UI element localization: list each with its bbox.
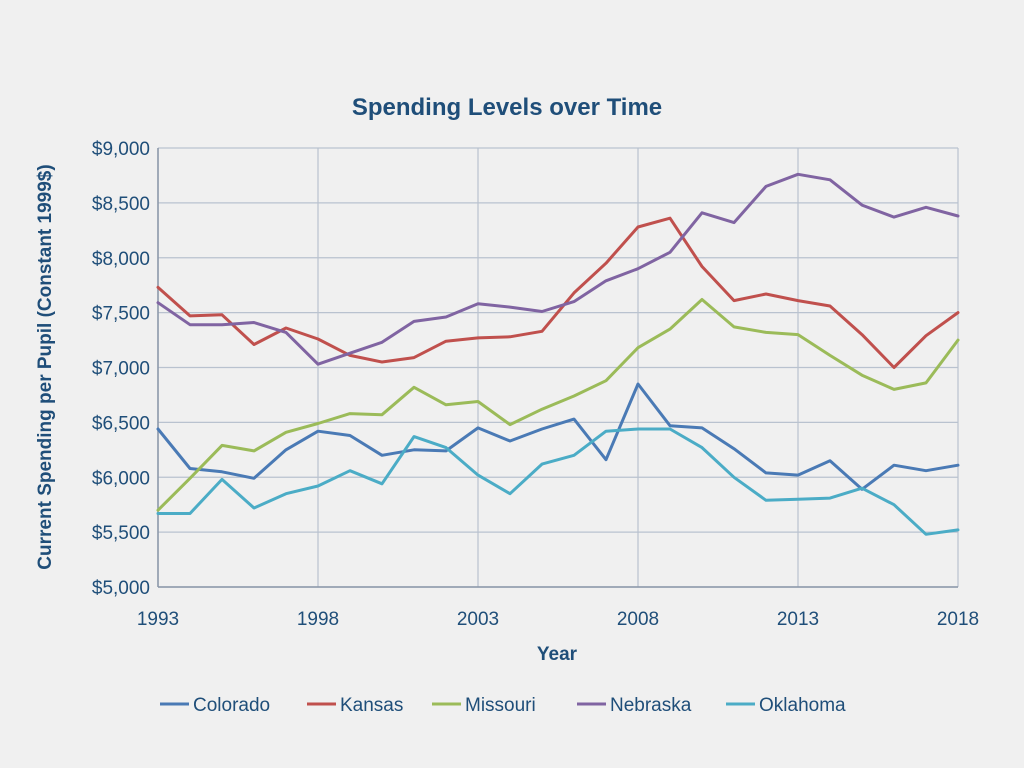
y-axis-ticks: $5,000 $5,500 $6,000 $6,500 $7,000 $7,500 $8,0… bbox=[92, 139, 150, 599]
x-tick-label: 2018 bbox=[937, 609, 979, 630]
x-tick-label: 1998 bbox=[297, 609, 339, 630]
grid-layer bbox=[157, 147, 959, 588]
y-tick-label: $8,000 bbox=[92, 249, 150, 270]
y-tick-label: $8,500 bbox=[92, 194, 150, 215]
y-tick-label: $7,500 bbox=[92, 304, 150, 325]
legend: Colorado Kansas Missouri Nebraska Oklahoma bbox=[160, 695, 846, 716]
series-line-kansas bbox=[156, 216, 960, 369]
y-axis-title: Current Spending per Pupil (Constant 199… bbox=[35, 164, 56, 569]
legend-label: Colorado bbox=[193, 695, 270, 716]
chart-title: Spending Levels over Time bbox=[352, 94, 662, 121]
y-tick-label: $6,000 bbox=[92, 468, 150, 489]
x-tick-label: 2008 bbox=[617, 609, 659, 630]
x-axis-title: Year bbox=[537, 644, 578, 665]
series-line-oklahoma bbox=[156, 427, 960, 536]
x-tick-label: 2013 bbox=[777, 609, 819, 630]
legend-label: Nebraska bbox=[610, 695, 692, 716]
y-tick-label: $9,000 bbox=[92, 139, 150, 160]
legend-item-oklahoma: Oklahoma bbox=[726, 695, 846, 716]
legend-item-kansas: Kansas bbox=[307, 695, 403, 716]
x-axis-ticks: 1993 1998 2003 2008 2013 2018 bbox=[137, 609, 979, 630]
y-tick-label: $5,000 bbox=[92, 578, 150, 599]
y-tick-label: $5,500 bbox=[92, 523, 150, 544]
x-tick-label: 2003 bbox=[457, 609, 499, 630]
legend-item-nebraska: Nebraska bbox=[577, 695, 692, 716]
y-tick-label: $6,500 bbox=[92, 413, 150, 434]
series-layer bbox=[156, 172, 960, 536]
x-tick-label: 1993 bbox=[137, 609, 179, 630]
legend-label: Missouri bbox=[465, 695, 536, 716]
legend-label: Oklahoma bbox=[759, 695, 846, 716]
legend-item-missouri: Missouri bbox=[432, 695, 536, 716]
legend-label: Kansas bbox=[340, 695, 403, 716]
legend-item-colorado: Colorado bbox=[160, 695, 270, 716]
series-line-colorado bbox=[156, 382, 960, 491]
series-line-nebraska bbox=[156, 172, 960, 366]
series-line-missouri bbox=[156, 298, 960, 512]
y-tick-label: $7,000 bbox=[92, 359, 150, 380]
